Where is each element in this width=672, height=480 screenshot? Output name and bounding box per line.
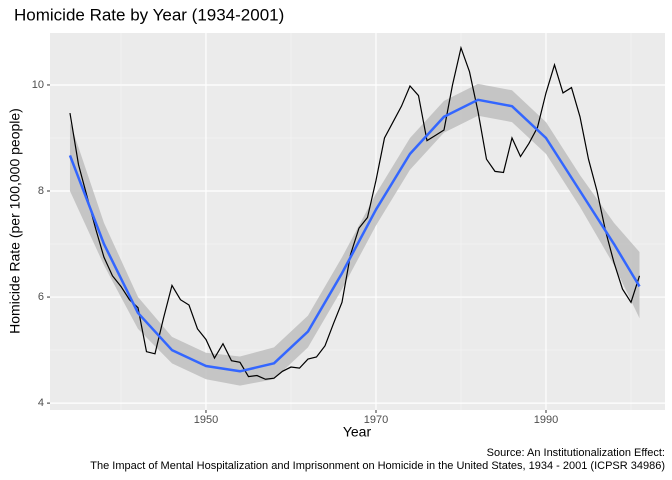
data-line xyxy=(69,45,641,380)
y-tick-label: 10 xyxy=(32,79,44,91)
y-tick-label: 4 xyxy=(38,397,44,409)
confidence-band xyxy=(69,83,640,386)
y-tick-label: 6 xyxy=(38,291,44,303)
smooth-line xyxy=(68,98,641,373)
chart-title: Homicide Rate by Year (1934-2001) xyxy=(14,5,284,24)
x-tick-label: 1970 xyxy=(364,414,388,426)
y-axis-label: Homicide Rate (per 100,000 people) xyxy=(7,108,23,334)
panel xyxy=(50,33,665,410)
x-tick-label: 1950 xyxy=(194,414,218,426)
x-axis-label: Year xyxy=(343,424,372,440)
caption: The Impact of Mental Hospitalization and… xyxy=(90,460,665,472)
caption: Source: An Institutionalization Effect: xyxy=(487,447,665,459)
y-tick-label: 8 xyxy=(38,185,44,197)
x-tick-label: 1990 xyxy=(534,414,558,426)
